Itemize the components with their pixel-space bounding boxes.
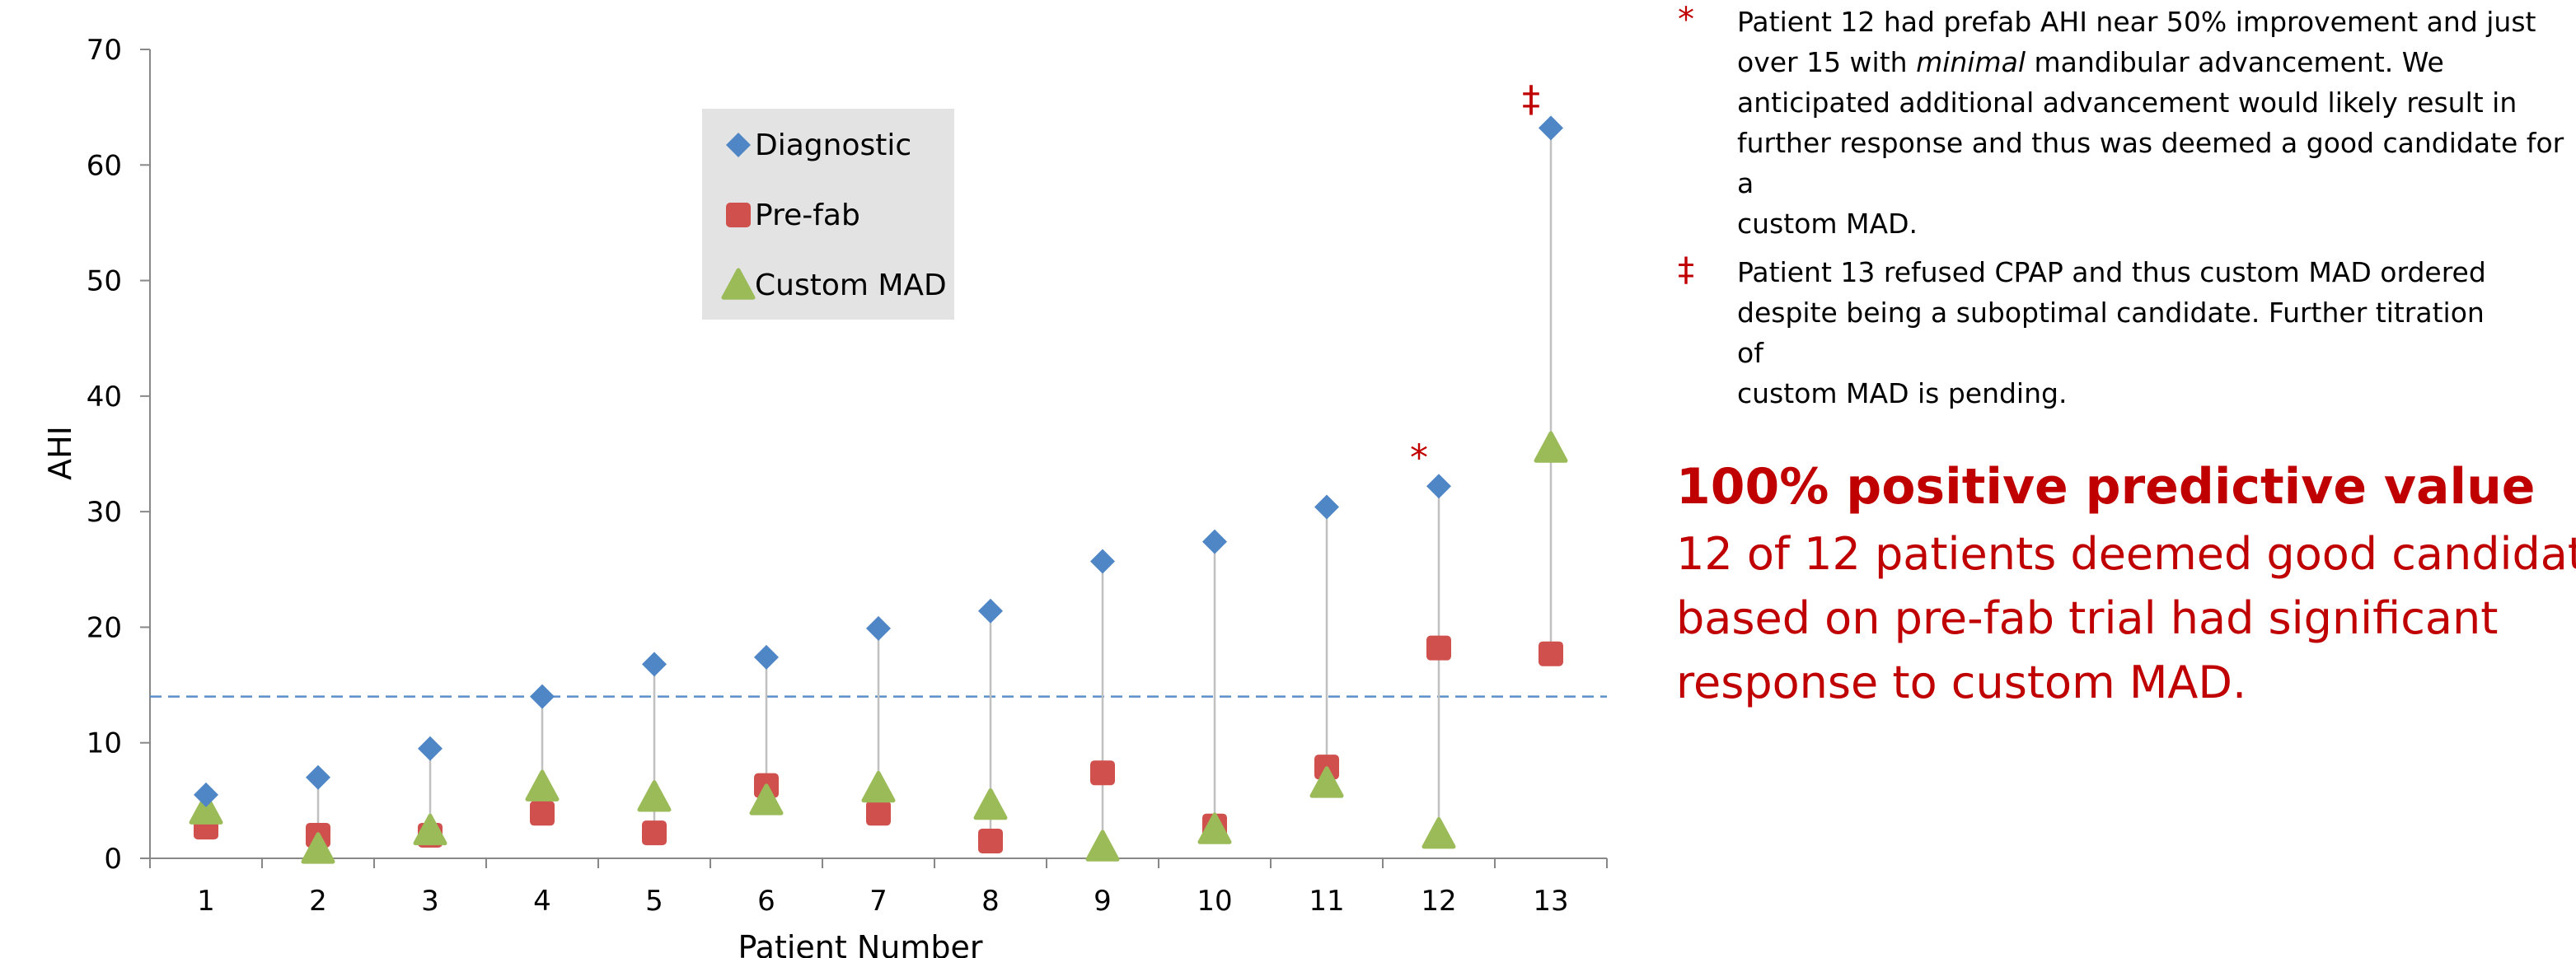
footnote-line: custom MAD.	[1737, 208, 1918, 240]
legend-label: Diagnostic	[755, 129, 911, 162]
y-tick-label: 10	[87, 727, 122, 760]
data-point	[301, 832, 335, 864]
legend-label: Pre-fab	[755, 199, 860, 232]
series-diagnostic	[194, 115, 1563, 807]
y-tick-label: 30	[87, 496, 122, 529]
data-points	[189, 115, 1568, 864]
data-point	[978, 828, 1003, 853]
x-tick-label: 6	[757, 885, 775, 918]
data-point	[1090, 760, 1115, 786]
footnote-symbol: ‡	[1678, 251, 1694, 289]
y-axis-title: AHI	[42, 426, 78, 480]
data-point	[978, 598, 1003, 624]
y-tick-label: 60	[87, 149, 122, 182]
data-point	[866, 801, 891, 826]
summary-line: response to custom MAD.	[1676, 657, 2247, 708]
x-tick-label: 12	[1421, 885, 1456, 918]
data-point	[306, 764, 330, 790]
footnote-patient-13: ‡ Patient 13 refused CPAP and thus custo…	[1673, 251, 2497, 414]
summary-line: 12 of 12 patients deemed good candidates	[1676, 528, 2576, 580]
data-point	[637, 780, 672, 812]
footnote-symbol: *	[1678, 1, 1694, 39]
data-point	[1197, 812, 1232, 844]
summary-block: 100% positive predictive value 12 of 12 …	[1676, 451, 2576, 715]
data-point	[1090, 549, 1115, 574]
data-point	[1534, 431, 1568, 463]
footnote-line: further response and thus was deemed a g…	[1737, 127, 2564, 199]
annotation-marker: *	[1410, 437, 1428, 479]
y-tick-label: 20	[87, 611, 122, 644]
footnote-line: Patient 13 refused CPAP and thus custom …	[1737, 256, 2486, 288]
data-point	[530, 801, 555, 826]
y-tick-label: 70	[87, 34, 122, 67]
data-point	[1314, 494, 1339, 520]
x-tick-label: 5	[645, 885, 663, 918]
footnote-line: Patient 12 had prefab AHI near 50% impro…	[1737, 6, 2536, 38]
data-point	[1426, 635, 1451, 661]
y-tick-label: 50	[87, 265, 122, 298]
x-tick-label: 13	[1533, 885, 1568, 918]
footnote-line: over 15 with	[1737, 46, 1917, 78]
data-point	[194, 782, 218, 807]
summary-title: 100% positive predictive value	[1676, 458, 2536, 516]
annotations: *‡	[1410, 78, 1540, 479]
x-tick-label: 4	[533, 885, 551, 918]
data-point	[861, 770, 896, 803]
x-tick-label: 1	[197, 885, 215, 918]
legend-swatch	[726, 203, 751, 227]
data-point	[413, 813, 447, 846]
series-custom-mad	[189, 431, 1568, 864]
data-point	[642, 820, 667, 846]
x-tick-label: 2	[309, 885, 327, 918]
footnote-line: despite being a suboptimal candidate. Fu…	[1737, 297, 2485, 369]
data-point	[1426, 474, 1451, 499]
data-point	[1309, 766, 1344, 798]
x-tick-label: 11	[1309, 885, 1344, 918]
data-point	[1539, 641, 1563, 666]
data-point	[1421, 817, 1456, 849]
x-tick-label: 7	[869, 885, 888, 918]
x-tick-label: 8	[981, 885, 1000, 918]
footnote-line: mandibular advancement. We	[2026, 46, 2444, 78]
legend-swatch	[721, 268, 756, 300]
annotation-marker: ‡	[1522, 78, 1540, 120]
data-point	[189, 792, 223, 825]
data-point	[754, 644, 779, 670]
footnote-emphasis: minimal	[1916, 46, 2026, 78]
y-tick-label: 40	[87, 381, 122, 414]
data-point	[525, 769, 560, 801]
legend-swatch	[726, 133, 751, 157]
x-axis-title: Patient Number	[738, 929, 982, 958]
data-point	[642, 652, 667, 677]
summary-body: 12 of 12 patients deemed good candidates…	[1676, 522, 2576, 715]
footnote-line: anticipated additional advancement would…	[1737, 86, 2517, 119]
data-point	[866, 615, 891, 641]
data-point	[1202, 529, 1227, 554]
data-point	[749, 783, 784, 815]
data-point	[418, 736, 443, 761]
x-tick-label: 3	[421, 885, 439, 918]
x-tick-label: 10	[1197, 885, 1232, 918]
legend: Diagnostic Pre-fab Custom MAD	[702, 109, 954, 320]
legend-label: Custom MAD	[755, 269, 947, 302]
data-point	[973, 787, 1008, 820]
data-point	[1539, 115, 1563, 141]
x-tick-label: 9	[1094, 885, 1112, 918]
footnote-patient-12: * Patient 12 had prefab AHI near 50% imp…	[1673, 1, 2576, 244]
data-point	[530, 684, 555, 709]
y-tick-label: 0	[104, 843, 122, 876]
summary-line: based on pre-fab trial had significant	[1676, 592, 2499, 644]
data-point	[1085, 829, 1120, 862]
footnote-line: custom MAD is pending.	[1737, 377, 2068, 409]
